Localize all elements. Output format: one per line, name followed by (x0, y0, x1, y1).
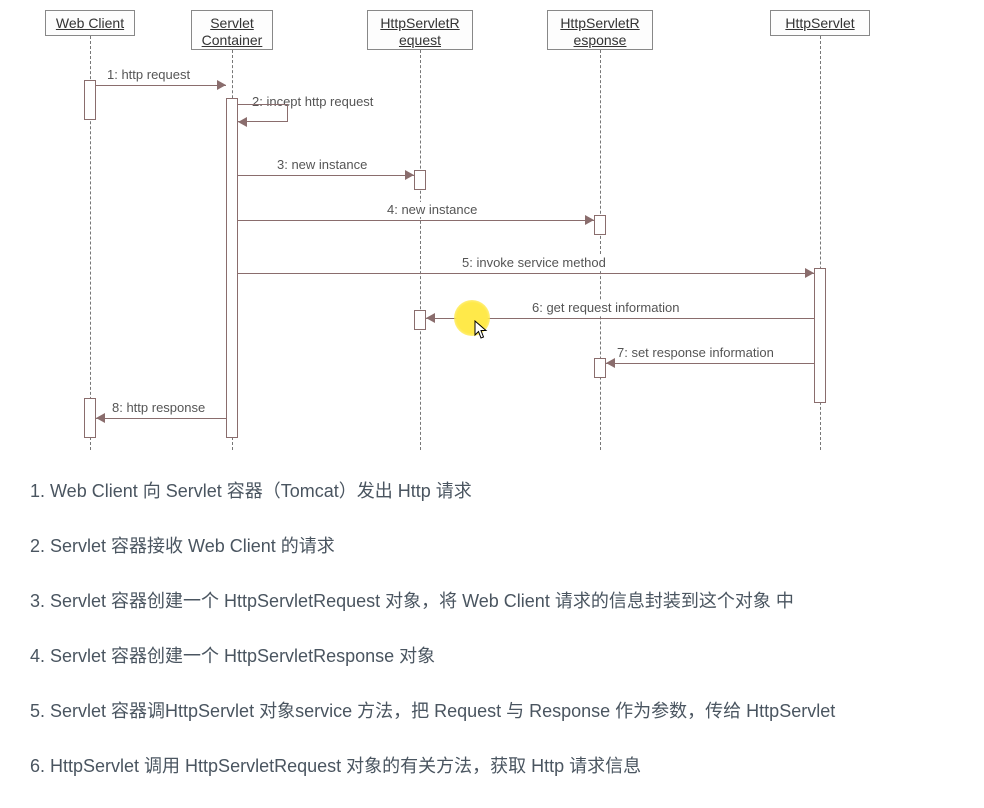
msg-label-8: 8: http response (110, 400, 207, 415)
msg-arrow-8 (96, 413, 105, 423)
activation-response-6 (594, 358, 606, 378)
activation-servlet-4 (814, 268, 826, 403)
activation-container-1 (226, 98, 238, 438)
activation-request-2 (414, 170, 426, 190)
msg-arrow-6 (426, 313, 435, 323)
actor-request: HttpServletRequest (367, 10, 473, 50)
msg-arrow-4 (585, 215, 594, 225)
msg-line-3 (238, 175, 414, 176)
actor-container: ServletContainer (191, 10, 273, 50)
desc-item-5: 5. Servlet 容器调HttpServlet 对象service 方法，把… (30, 698, 960, 725)
msg-label-1: 1: http request (105, 67, 192, 82)
desc-item-6: 6. HttpServlet 调用 HttpServletRequest 对象的… (30, 753, 960, 780)
msg-arrow-7 (606, 358, 615, 368)
msg-label-3: 3: new instance (275, 157, 369, 172)
activation-webclient-0 (84, 80, 96, 120)
activation-webclient-7 (84, 398, 96, 438)
msg-label-5: 5: invoke service method (460, 255, 608, 270)
desc-item-1: 1. Web Client 向 Servlet 容器（Tomcat）发出 Htt… (30, 478, 960, 505)
desc-item-4: 4. Servlet 容器创建一个 HttpServletResponse 对象 (30, 643, 960, 670)
lifeline-request (420, 50, 421, 450)
msg-label-4: 4: new instance (385, 202, 479, 217)
msg-line-1 (96, 85, 226, 86)
msg-arrow-5 (805, 268, 814, 278)
sequence-diagram: Web Client ServletContainer HttpServletReq… (0, 0, 984, 460)
actor-webclient: Web Client (45, 10, 135, 36)
actor-servlet: HttpServlet (770, 10, 870, 36)
actor-response: HttpServletResponse (547, 10, 653, 50)
activation-response-3 (594, 215, 606, 235)
msg-arrow-3 (405, 170, 414, 180)
msg-line-7 (606, 363, 814, 364)
msg-arrow-1 (217, 80, 226, 90)
msg-line-5 (238, 273, 814, 274)
description-list: 1. Web Client 向 Servlet 容器（Tomcat）发出 Htt… (30, 478, 960, 808)
msg-line-4 (238, 220, 594, 221)
desc-item-3: 3. Servlet 容器创建一个 HttpServletRequest 对象，… (30, 588, 960, 615)
msg-label-6: 6: get request information (530, 300, 681, 315)
activation-request-5 (414, 310, 426, 330)
msg-label-7: 7: set response information (615, 345, 776, 360)
msg-arrow-2 (238, 117, 247, 127)
cursor-pointer-icon (474, 320, 490, 345)
lifeline-response (600, 50, 601, 450)
desc-item-2: 2. Servlet 容器接收 Web Client 的请求 (30, 533, 960, 560)
msg-line-8 (96, 418, 226, 419)
